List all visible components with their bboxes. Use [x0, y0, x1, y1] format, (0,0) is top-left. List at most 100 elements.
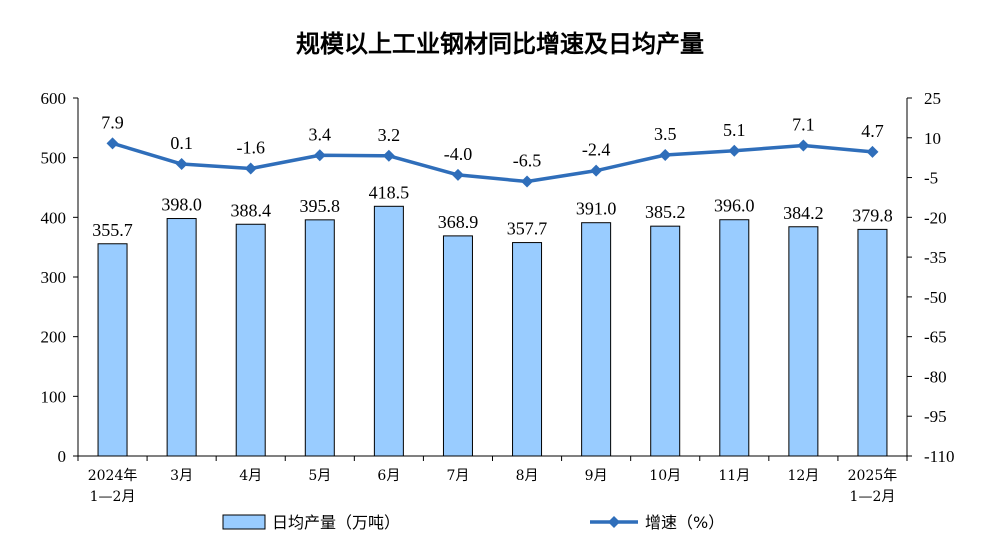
bar-series	[97, 205, 888, 457]
x-tick-label-line: 9月	[585, 468, 608, 484]
bar	[97, 243, 128, 457]
x-tick-label: 8月	[516, 468, 539, 484]
x-tick-label-line: 8月	[516, 468, 539, 484]
bar-data-label: 379.8	[852, 205, 893, 225]
bar-data-label: 368.9	[438, 212, 479, 232]
line-data-label: 3.4	[309, 124, 332, 144]
legend-line-marker	[608, 516, 620, 528]
line-series-path	[112, 141, 873, 184]
line-point	[659, 149, 672, 162]
bar-data-label: 396.0	[714, 196, 755, 216]
bar-data-label: 395.8	[300, 196, 341, 216]
legend-line-label: 增速（%）	[645, 513, 724, 532]
x-axis-ticks: 2024年 1—2月 3月 4月 5月 6月 7月 8月 9月 10月 11月 12月 2025年 1—2…	[88, 468, 898, 505]
x-tick-label-line: 10月	[649, 468, 681, 484]
y-right-tick-label: -20	[924, 208, 947, 227]
line-labels: 7.9 0.1 -1.6 3.4 3.2 -4.0 -6.5 -2.4 3.5 5.1 7.1 4.7	[101, 112, 883, 170]
bar-data-label: 418.5	[369, 182, 410, 202]
y-left-tick-label: 100	[41, 387, 67, 406]
y-left-tick-label: 600	[41, 89, 67, 108]
line-data-label: 7.9	[101, 112, 124, 132]
y-right-tick-label: -80	[924, 367, 947, 386]
x-tick-label-line: 11月	[718, 468, 750, 484]
bar-data-label: 388.4	[230, 200, 271, 220]
x-tick-label: 6月	[377, 468, 400, 484]
line-point	[797, 139, 810, 152]
bar	[719, 219, 750, 457]
x-tick-label: 9月	[585, 468, 608, 484]
x-tick-label-line: 1—2月	[850, 489, 896, 505]
x-tick-label: 2025年 1—2月	[848, 468, 898, 505]
line-point	[866, 145, 879, 158]
bar	[235, 223, 266, 457]
x-tick-label-line: 1—2月	[90, 489, 136, 505]
x-tick-label-line: 6月	[377, 468, 400, 484]
line-data-label: 5.1	[723, 120, 746, 140]
line-data-label: 0.1	[170, 133, 193, 153]
y-right-tick-label: -5	[924, 169, 938, 188]
line-data-label: -2.4	[582, 140, 611, 160]
x-tick-label-line: 2025年	[848, 468, 898, 484]
bar	[373, 205, 404, 457]
x-tick-label: 4月	[239, 468, 262, 484]
line-point	[244, 162, 257, 175]
y-left-tick-label: 400	[41, 208, 67, 227]
bar	[512, 242, 543, 457]
legend-bar-label: 日均产量（万吨）	[272, 513, 400, 532]
x-tick-label: 12月	[787, 468, 819, 484]
y-left-tick-label: 0	[58, 447, 67, 466]
line-data-label: 3.5	[654, 124, 677, 144]
bar-data-label: 385.2	[645, 202, 686, 222]
x-tick-label: 5月	[308, 468, 331, 484]
x-tick-label-line: 7月	[446, 468, 469, 484]
line-point	[521, 175, 534, 188]
line-data-label: -6.5	[513, 151, 542, 171]
chart-title: 规模以上工业钢材同比增速及日均产量	[296, 30, 704, 58]
line-series	[106, 137, 879, 188]
bar	[788, 226, 819, 457]
x-tick-label-line: 3月	[170, 468, 193, 484]
line-point	[313, 149, 326, 162]
bar	[442, 235, 473, 457]
bar-data-label: 357.7	[507, 219, 548, 239]
line-point	[728, 144, 741, 157]
x-tick-label-line: 4月	[239, 468, 262, 484]
legend-bar-swatch	[222, 514, 266, 530]
line-data-label: -1.6	[236, 138, 265, 158]
x-tick-label: 2024年 1—2月	[88, 468, 138, 505]
x-tick-label-line: 12月	[787, 468, 819, 484]
line-data-label: 4.7	[861, 121, 884, 141]
line-point	[590, 164, 603, 177]
y-right-tick-label: -95	[924, 407, 947, 426]
y-left-tick-label: 200	[41, 328, 67, 347]
bar-data-label: 391.0	[576, 199, 617, 219]
bar-data-label: 355.7	[92, 220, 133, 240]
bar	[650, 225, 681, 457]
line-point	[451, 168, 464, 181]
bar	[166, 218, 197, 457]
y-right-tick-label: -35	[924, 248, 947, 267]
y-right-tick-label: 10	[924, 129, 941, 148]
x-tick-label: 11月	[718, 468, 750, 484]
line-point	[382, 149, 395, 162]
y-left-tick-label: 300	[41, 268, 67, 287]
y-right-tick-label: -110	[924, 447, 955, 466]
line-data-label: 3.2	[378, 125, 401, 145]
x-tick-label-line: 5月	[308, 468, 331, 484]
legend: 日均产量（万吨） 增速（%）	[222, 513, 724, 532]
x-tick-label: 3月	[170, 468, 193, 484]
x-tick-label: 10月	[649, 468, 681, 484]
line-point	[175, 158, 188, 171]
y-right-tick-label: -50	[924, 288, 947, 307]
line-point	[106, 137, 119, 150]
y-right-tick-label: 25	[924, 89, 941, 108]
bar	[857, 228, 888, 457]
bar-data-label: 384.2	[783, 203, 824, 223]
axes: 0 100 200 300 400 500 600 25 10 -5 -20 -35 -50 -65 -80…	[41, 89, 955, 466]
x-tick-label-line: 2024年	[88, 468, 138, 484]
y-right-tick-label: -65	[924, 328, 947, 347]
bar	[304, 219, 335, 457]
bar	[581, 222, 612, 457]
line-data-label: -4.0	[444, 144, 473, 164]
